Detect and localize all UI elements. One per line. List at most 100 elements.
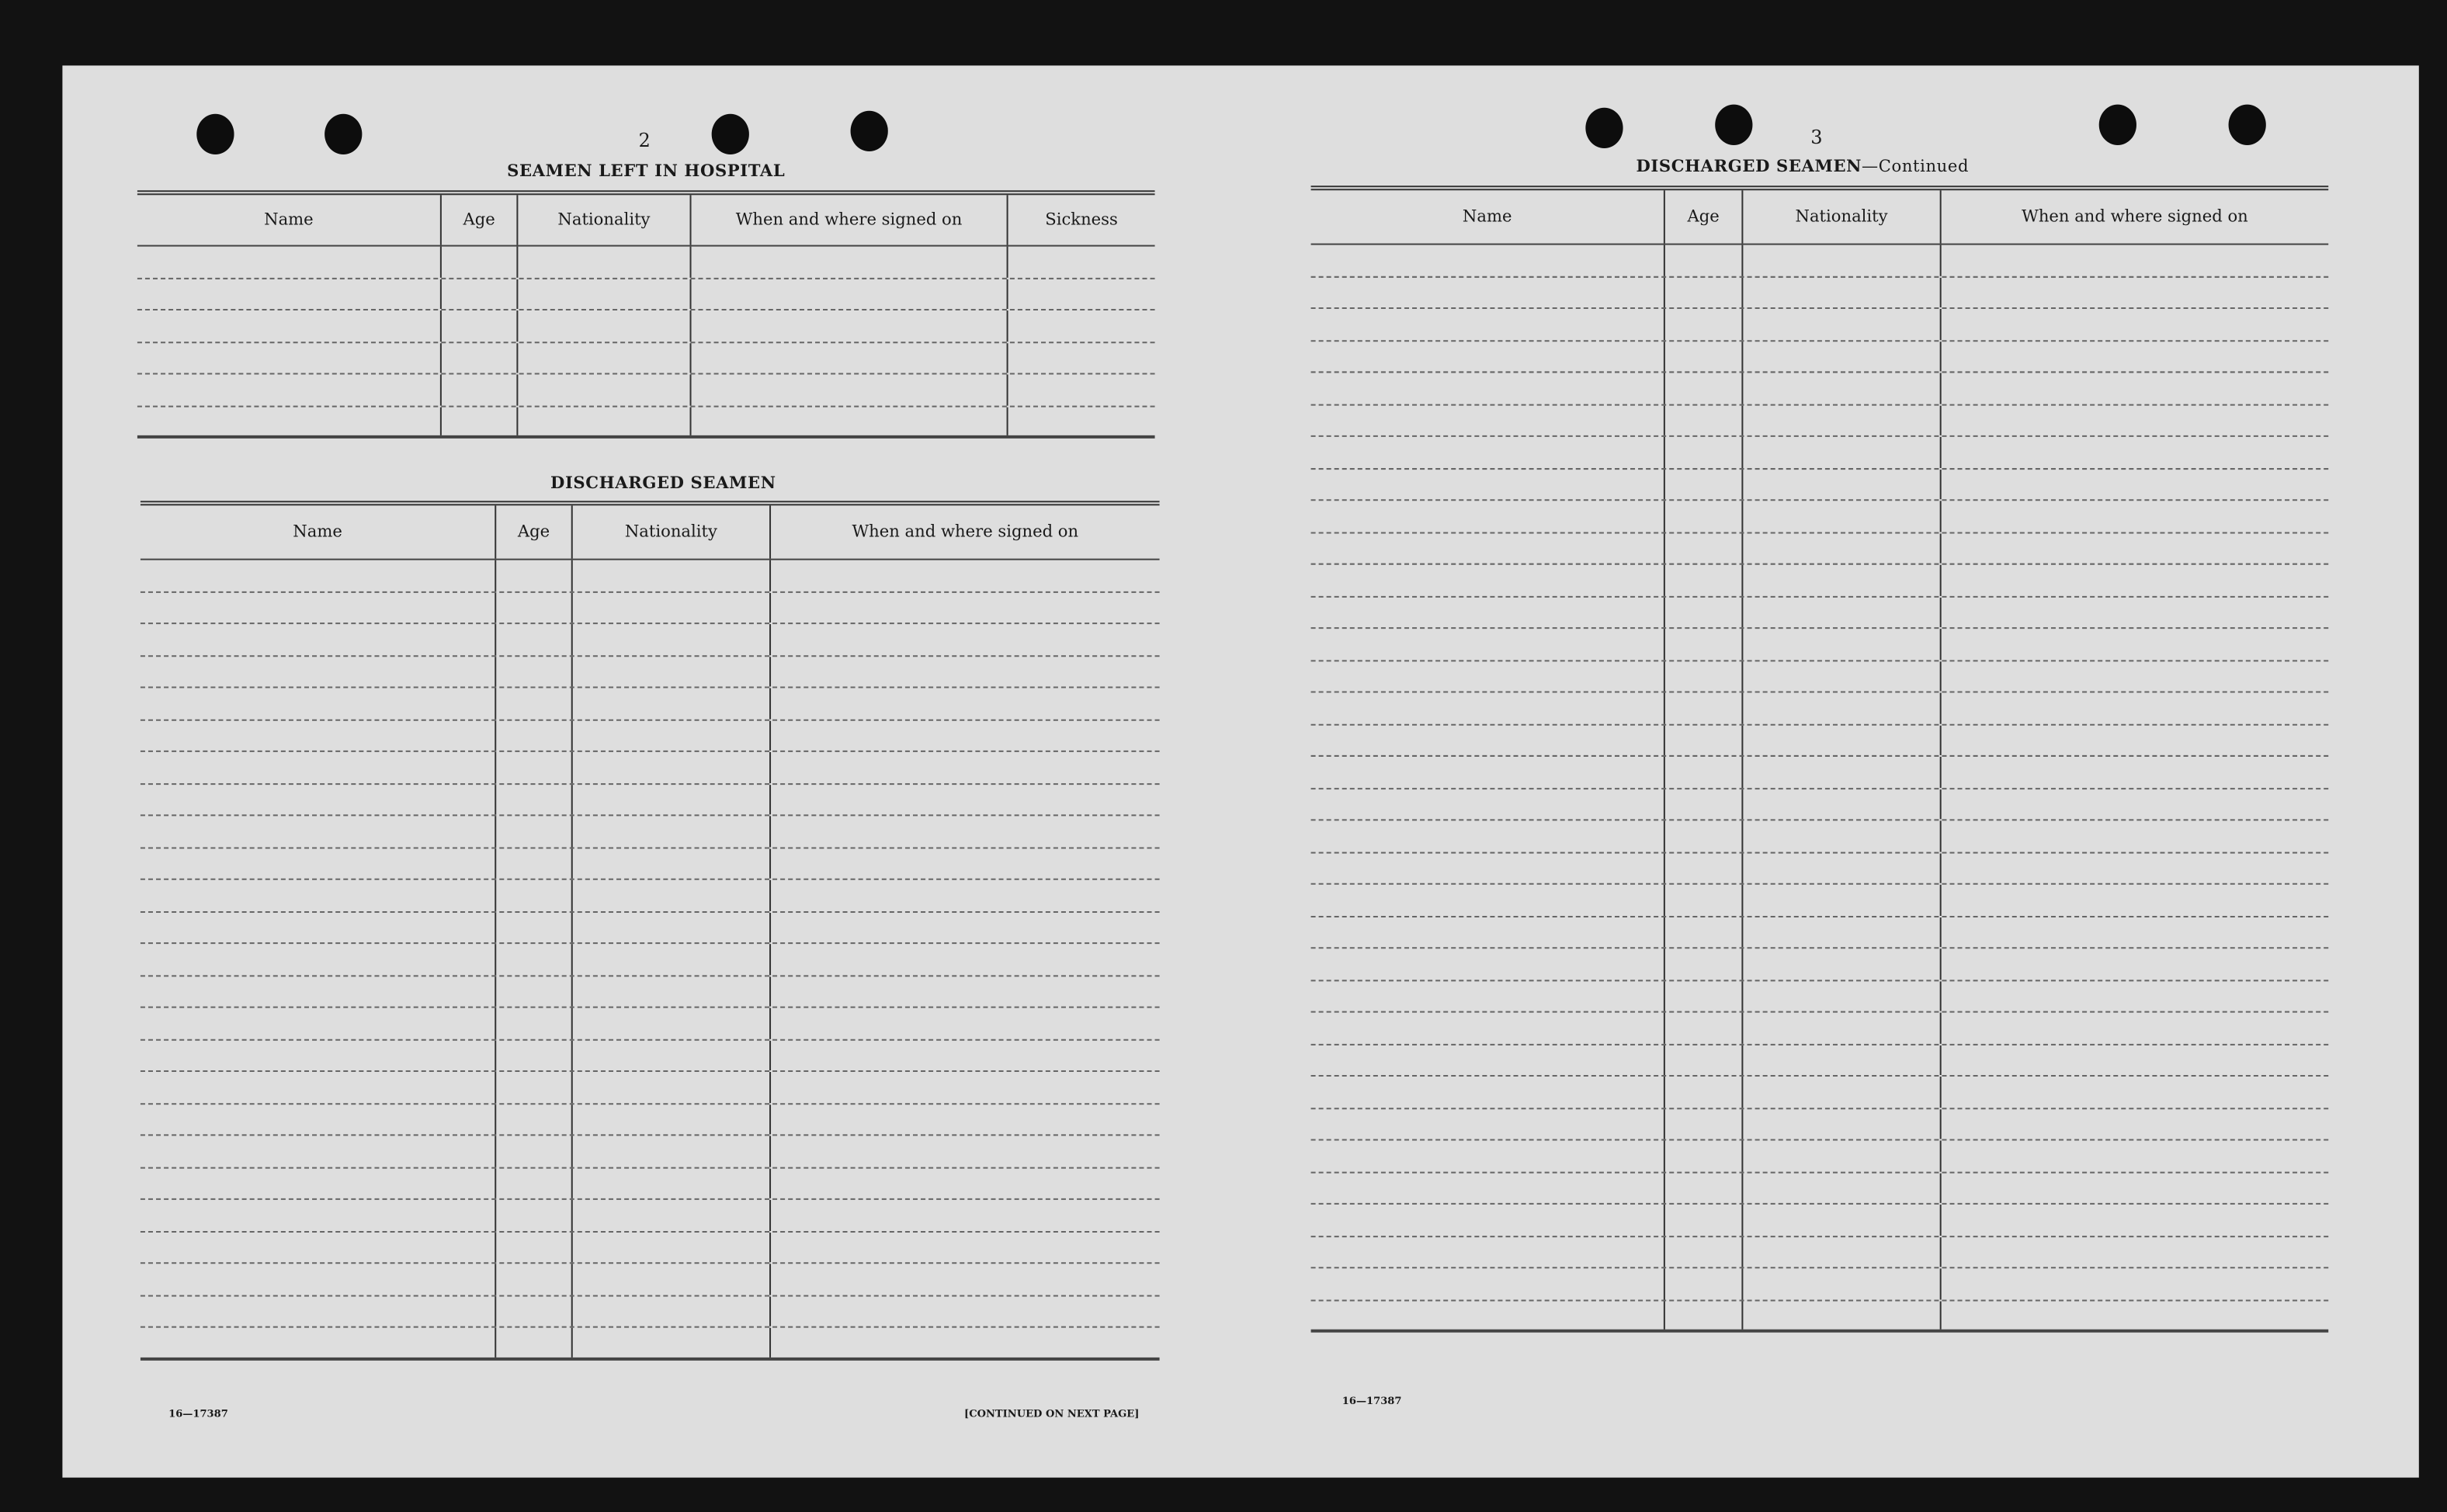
table-row bbox=[137, 278, 1155, 311]
table-cell bbox=[1939, 724, 2329, 755]
paper-sheet bbox=[62, 65, 2419, 1478]
table-cell bbox=[1741, 852, 1939, 883]
table-cell bbox=[439, 374, 516, 405]
table-row bbox=[1310, 820, 2329, 853]
table-cell bbox=[495, 656, 571, 687]
table-cell bbox=[689, 310, 1007, 342]
table-cell bbox=[1663, 980, 1742, 1011]
table-cell bbox=[1663, 1204, 1742, 1236]
table-row bbox=[1310, 1077, 2329, 1109]
column-header: Name bbox=[1462, 207, 1512, 227]
table-cell bbox=[1939, 948, 2329, 980]
table-cell bbox=[1741, 404, 1939, 435]
table-cell bbox=[1939, 469, 2329, 500]
table-cell bbox=[1741, 373, 1939, 404]
table-header: Name Age Nationality When and where signed … bbox=[1310, 190, 2329, 245]
table-cell bbox=[1311, 597, 1664, 627]
table-cell bbox=[769, 848, 1160, 879]
table-cell bbox=[137, 310, 440, 341]
table-cell bbox=[1006, 246, 1155, 277]
table-cell bbox=[1663, 789, 1742, 820]
table-cell bbox=[1663, 244, 1742, 276]
table-cell bbox=[1741, 1172, 1939, 1203]
table-cell bbox=[571, 1039, 769, 1070]
table-cell bbox=[1939, 1300, 2329, 1330]
form-number: 16—17387 bbox=[1342, 1395, 1402, 1408]
table-cell bbox=[1311, 1268, 1664, 1299]
table-cell bbox=[141, 1104, 495, 1134]
table-cell bbox=[769, 816, 1160, 847]
table-cell bbox=[141, 1168, 495, 1198]
table-cell bbox=[495, 879, 571, 910]
table-cell bbox=[769, 1264, 1160, 1295]
table-cell bbox=[516, 342, 689, 373]
punch-hole bbox=[1585, 107, 1623, 148]
table-cell bbox=[137, 374, 440, 404]
table-cell bbox=[1663, 1108, 1742, 1139]
page-number: 2 bbox=[638, 129, 651, 151]
table-row bbox=[1310, 341, 2329, 373]
table-cell bbox=[571, 976, 769, 1007]
table-cell bbox=[1663, 884, 1742, 915]
table-cell bbox=[495, 1039, 571, 1070]
table-cell bbox=[1663, 1300, 1742, 1330]
table-cell bbox=[689, 342, 1007, 373]
table-cell bbox=[1939, 629, 2329, 660]
discharged-continued-title: DISCHARGED SEAMEN—Continued bbox=[1636, 158, 1969, 176]
table-row bbox=[1310, 1044, 2329, 1077]
table-row bbox=[1310, 756, 2329, 789]
table-row bbox=[137, 246, 1155, 279]
column-header: Nationality bbox=[516, 195, 689, 245]
table-cell bbox=[1939, 820, 2329, 851]
table-cell bbox=[1939, 341, 2329, 372]
table-cell bbox=[1741, 1236, 1939, 1268]
table-cell bbox=[1311, 1045, 1664, 1075]
table-row bbox=[1310, 309, 2329, 342]
table-cell bbox=[571, 1264, 769, 1295]
table-cell bbox=[1741, 564, 1939, 595]
table-row bbox=[1310, 1300, 2329, 1333]
table-cell bbox=[1663, 1140, 1742, 1171]
column-header: When and where signed on bbox=[1939, 190, 2329, 244]
table-cell bbox=[1741, 820, 1939, 851]
table-cell bbox=[1939, 916, 2329, 948]
table-cell bbox=[1311, 1140, 1664, 1170]
table-cell bbox=[516, 310, 689, 342]
table-cell bbox=[1741, 1012, 1939, 1043]
table-cell bbox=[495, 1167, 571, 1198]
table-cell bbox=[1741, 789, 1939, 820]
table-cell bbox=[1311, 469, 1664, 499]
table-row bbox=[140, 976, 1160, 1008]
table-cell bbox=[1939, 1268, 2329, 1299]
table-cell bbox=[495, 1232, 571, 1263]
table-cell bbox=[1663, 1077, 1742, 1108]
table-cell bbox=[141, 1200, 495, 1230]
table-row bbox=[137, 374, 1155, 407]
table-row bbox=[1310, 948, 2329, 981]
table-cell bbox=[516, 374, 689, 405]
table-cell bbox=[141, 784, 495, 814]
table-cell bbox=[495, 624, 571, 655]
punch-hole bbox=[850, 110, 888, 151]
table-cell bbox=[141, 816, 495, 846]
continued-note: [CONTINUED ON NEXT PAGE] bbox=[964, 1407, 1140, 1420]
table-row bbox=[1310, 1012, 2329, 1045]
table-cell bbox=[495, 591, 571, 623]
punch-hole bbox=[2098, 104, 2136, 145]
table-cell bbox=[1663, 564, 1742, 595]
table-row bbox=[1310, 276, 2329, 310]
table-row bbox=[1310, 564, 2329, 597]
table-cell bbox=[571, 751, 769, 783]
table-cell bbox=[1741, 436, 1939, 468]
table-row bbox=[140, 1072, 1160, 1105]
table-cell bbox=[495, 1327, 571, 1357]
table-row bbox=[1310, 373, 2329, 405]
table-cell bbox=[1741, 276, 1939, 308]
table-cell bbox=[769, 656, 1160, 687]
table-cell bbox=[571, 720, 769, 751]
table-row bbox=[137, 406, 1155, 439]
table-cell bbox=[1741, 980, 1939, 1011]
column-header: Nationality bbox=[571, 505, 769, 559]
table-cell bbox=[1663, 948, 1742, 980]
table-cell bbox=[1663, 916, 1742, 948]
